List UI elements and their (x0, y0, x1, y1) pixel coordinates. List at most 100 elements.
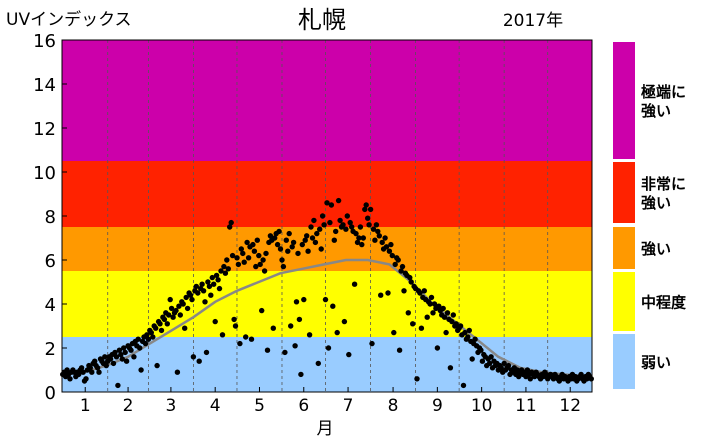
uv-point (208, 292, 214, 298)
uv-point (76, 371, 82, 378)
uv-point (447, 365, 454, 371)
uv-point (335, 197, 342, 204)
uv-point (315, 360, 321, 367)
uv-point (256, 252, 262, 259)
uv-point (440, 305, 446, 312)
uv-point (116, 347, 123, 353)
uv-point (122, 349, 128, 356)
uv-point (346, 351, 352, 358)
uv-point (112, 349, 118, 356)
uv-point (383, 244, 390, 250)
uv-point (349, 224, 355, 230)
uv-point (261, 268, 268, 274)
uv-point (382, 235, 388, 241)
uv-point (516, 373, 522, 380)
uv-point (319, 213, 326, 219)
uv-point (145, 336, 152, 342)
uv-point (357, 224, 364, 230)
uv-point (333, 228, 339, 235)
uv-point (123, 358, 130, 364)
uv-point (301, 296, 307, 303)
y-tick-label: 8 (45, 207, 56, 228)
uv-point (285, 248, 291, 254)
uv-point (232, 323, 239, 329)
uv-point (193, 283, 199, 290)
uv-band-4 (62, 40, 592, 161)
y-tick-label: 6 (45, 251, 56, 272)
uv-point (89, 369, 95, 375)
y-tick-label: 12 (33, 119, 56, 140)
uv-band-3 (62, 161, 592, 227)
uv-point (465, 334, 471, 340)
uv-point (318, 246, 324, 252)
uv-point (138, 367, 144, 373)
uv-point (410, 321, 416, 327)
uv-point (235, 261, 242, 268)
uv-point (399, 263, 406, 270)
uv-point (227, 224, 233, 230)
trend-line (62, 258, 592, 378)
uv-point (359, 241, 365, 248)
uv-point (295, 250, 301, 257)
uv-point (158, 327, 165, 334)
uv-point (588, 376, 594, 382)
uv-point (103, 362, 110, 369)
uv-point (453, 321, 459, 327)
uv-point (131, 354, 137, 360)
daily-points (60, 197, 594, 389)
uv-point (488, 354, 494, 360)
legend-swatch (613, 334, 635, 389)
uv-point (388, 241, 394, 248)
uv-point (237, 340, 243, 347)
uv-point (479, 358, 486, 364)
uv-point (87, 365, 94, 371)
uv-point (276, 228, 282, 235)
uv-point (168, 305, 175, 312)
uv-point (153, 325, 159, 331)
uv-point (436, 303, 442, 309)
uv-point (259, 307, 265, 314)
uv-point (187, 292, 194, 298)
uv-point (347, 219, 353, 226)
uv-point (83, 376, 89, 382)
legend-label: 極端に (640, 83, 686, 101)
uv-point (150, 334, 156, 340)
legend-swatch (613, 42, 635, 159)
month-gridlines (107, 40, 549, 392)
uv-point (378, 292, 384, 298)
uv-point (78, 365, 85, 371)
uv-point (405, 310, 411, 316)
uv-point (92, 358, 98, 364)
uv-point (282, 349, 288, 356)
uv-point (395, 257, 401, 263)
uv-point (299, 241, 305, 248)
x-tick-label: 4 (210, 396, 221, 416)
uv-point (556, 378, 562, 384)
uv-point (396, 347, 403, 353)
uv-point (344, 213, 350, 219)
uv-point (228, 219, 234, 226)
uv-point (243, 334, 249, 340)
uv-point (343, 226, 349, 232)
uv-point (154, 362, 160, 369)
uv-point (170, 314, 176, 320)
uv-point (221, 263, 227, 270)
chart-title: 札幌 (298, 6, 346, 34)
uv-point (311, 217, 317, 224)
uv-point (296, 316, 303, 323)
uv-point (67, 376, 73, 382)
uv-point (184, 305, 191, 312)
uv-point (417, 290, 423, 296)
uv-point (216, 285, 223, 292)
uv-point (444, 310, 451, 316)
x-tick-label: 5 (254, 396, 265, 416)
uv-point (424, 314, 430, 320)
uv-point (272, 235, 278, 241)
uv-point (250, 241, 256, 248)
uv-point (260, 257, 266, 263)
legend-label: 強い (641, 194, 671, 212)
y-tick-label: 2 (45, 339, 56, 360)
uv-point (218, 268, 224, 274)
uv-point (360, 235, 366, 241)
